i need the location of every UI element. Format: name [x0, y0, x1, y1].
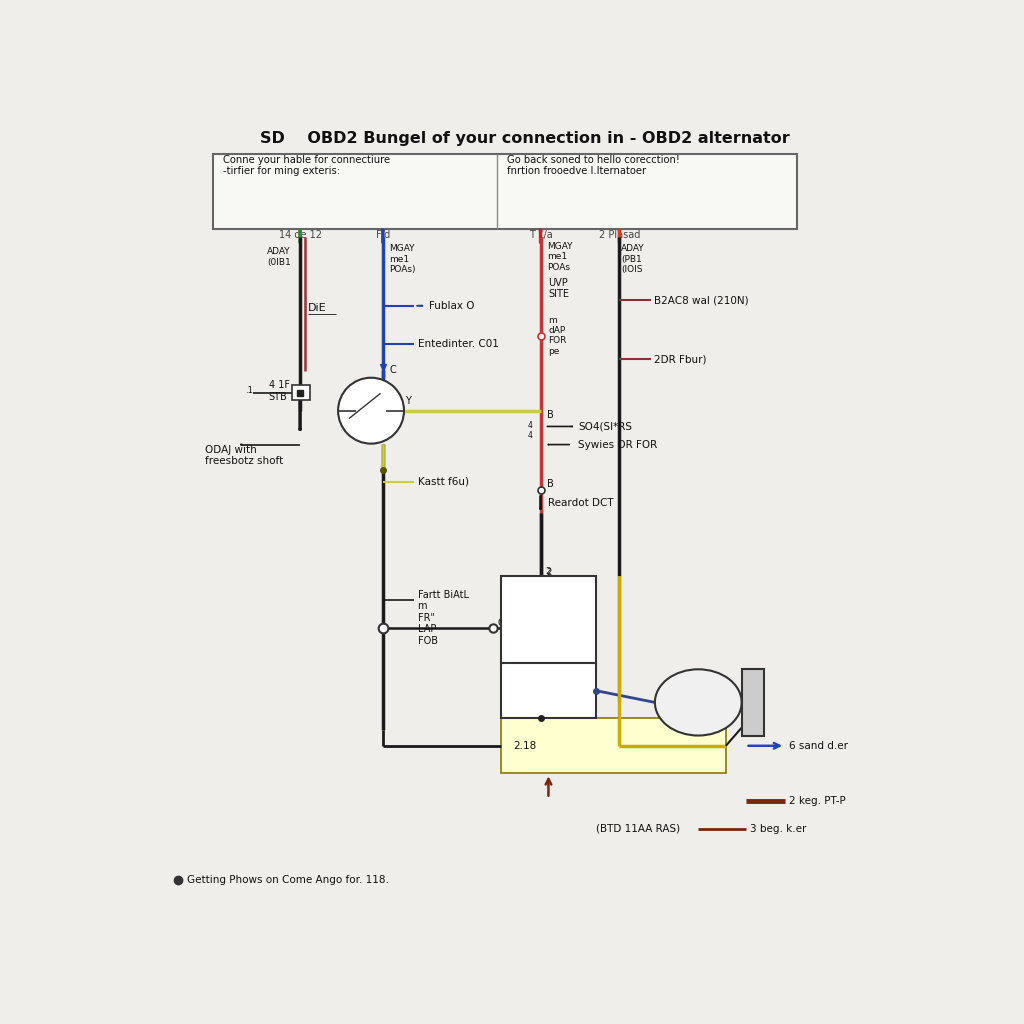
Text: Go back soned to hello corecction!
fnrtion frooedve l.lternatoer: Go back soned to hello corecction! fnrti… — [507, 155, 680, 176]
Text: Reardot DCT: Reardot DCT — [549, 498, 614, 508]
Text: .1: .1 — [245, 386, 253, 395]
Bar — [501, 718, 726, 773]
Text: B: B — [547, 410, 554, 420]
Text: B2AC8 wal (210N): B2AC8 wal (210N) — [654, 295, 749, 305]
Text: 2 Plasad: 2 Plasad — [599, 229, 640, 240]
Text: 2 keg. PT-P: 2 keg. PT-P — [788, 796, 846, 806]
Ellipse shape — [338, 378, 404, 443]
Text: SO4(SI*RS: SO4(SI*RS — [579, 422, 633, 431]
Text: 11: 11 — [748, 698, 758, 707]
Text: DiE: DiE — [308, 303, 327, 313]
Text: B: B — [547, 479, 554, 489]
Text: Conne your hable for connectiure
-tirfier for ming exteris:: Conne your hable for connectiure -tirfie… — [223, 155, 390, 176]
Text: Y: Y — [406, 396, 412, 407]
Text: 02 FABT: 02 FABT — [527, 588, 569, 598]
Text: SM: SM — [681, 696, 702, 709]
Text: m
dAP
FOR
pe: m dAP FOR pe — [549, 315, 567, 356]
Text: 6 sand d.er: 6 sand d.er — [788, 740, 848, 751]
Text: T L/a: T L/a — [528, 229, 552, 240]
Text: -: - — [547, 638, 551, 648]
Bar — [741, 670, 764, 735]
Text: MGAY
me1
POAs): MGAY me1 POAs) — [389, 245, 416, 274]
Text: 4 1F
STB: 4 1F STB — [268, 380, 290, 401]
Text: MGAY
me1
POAs: MGAY me1 POAs — [547, 242, 572, 271]
Text: UVP
SITE: UVP SITE — [549, 278, 569, 299]
Text: Getting Phows on Come Ango for. 118.: Getting Phows on Come Ango for. 118. — [187, 874, 389, 885]
Text: SD    OBD2 Bungel of your connection in - OBD2 alternator: SD OBD2 Bungel of your connection in - O… — [260, 131, 790, 146]
Text: GIT: GIT — [545, 686, 562, 695]
Text: -X: -X — [504, 709, 513, 718]
Text: 4
4: 4 4 — [527, 421, 532, 440]
Text: Sywies OR FOR: Sywies OR FOR — [579, 439, 657, 450]
Text: C: C — [389, 366, 396, 376]
Text: 2.18: 2.18 — [513, 740, 537, 751]
Bar — [292, 385, 309, 400]
Bar — [213, 155, 797, 229]
Ellipse shape — [655, 670, 741, 735]
Bar — [501, 663, 596, 718]
Text: F'd: F'd — [376, 229, 390, 240]
Text: ADAY
(0IB1: ADAY (0IB1 — [267, 247, 291, 266]
Bar — [501, 577, 596, 663]
Text: Kastt f6u): Kastt f6u) — [418, 476, 469, 486]
Text: ADAY
(PB1
(IOIS: ADAY (PB1 (IOIS — [621, 245, 645, 274]
Text: 3 beg. k.er: 3 beg. k.er — [750, 823, 806, 834]
Text: ODAJ with
freesbotz shoft: ODAJ with freesbotz shoft — [206, 444, 284, 466]
Text: Entedinter. C01: Entedinter. C01 — [418, 339, 499, 348]
Text: G: G — [498, 617, 505, 628]
Text: Fartt BiAtL
m
FR"
LAP
FOB: Fartt BiAtL m FR" LAP FOB — [418, 590, 469, 646]
Text: 2DR Fbur): 2DR Fbur) — [654, 354, 707, 365]
Text: 2: 2 — [547, 568, 552, 577]
Text: 14 de 12: 14 de 12 — [279, 229, 322, 240]
Text: (BTD 11AA RAS): (BTD 11AA RAS) — [596, 823, 680, 834]
Text: Fublax O: Fublax O — [429, 301, 474, 311]
Text: 2: 2 — [546, 567, 551, 577]
